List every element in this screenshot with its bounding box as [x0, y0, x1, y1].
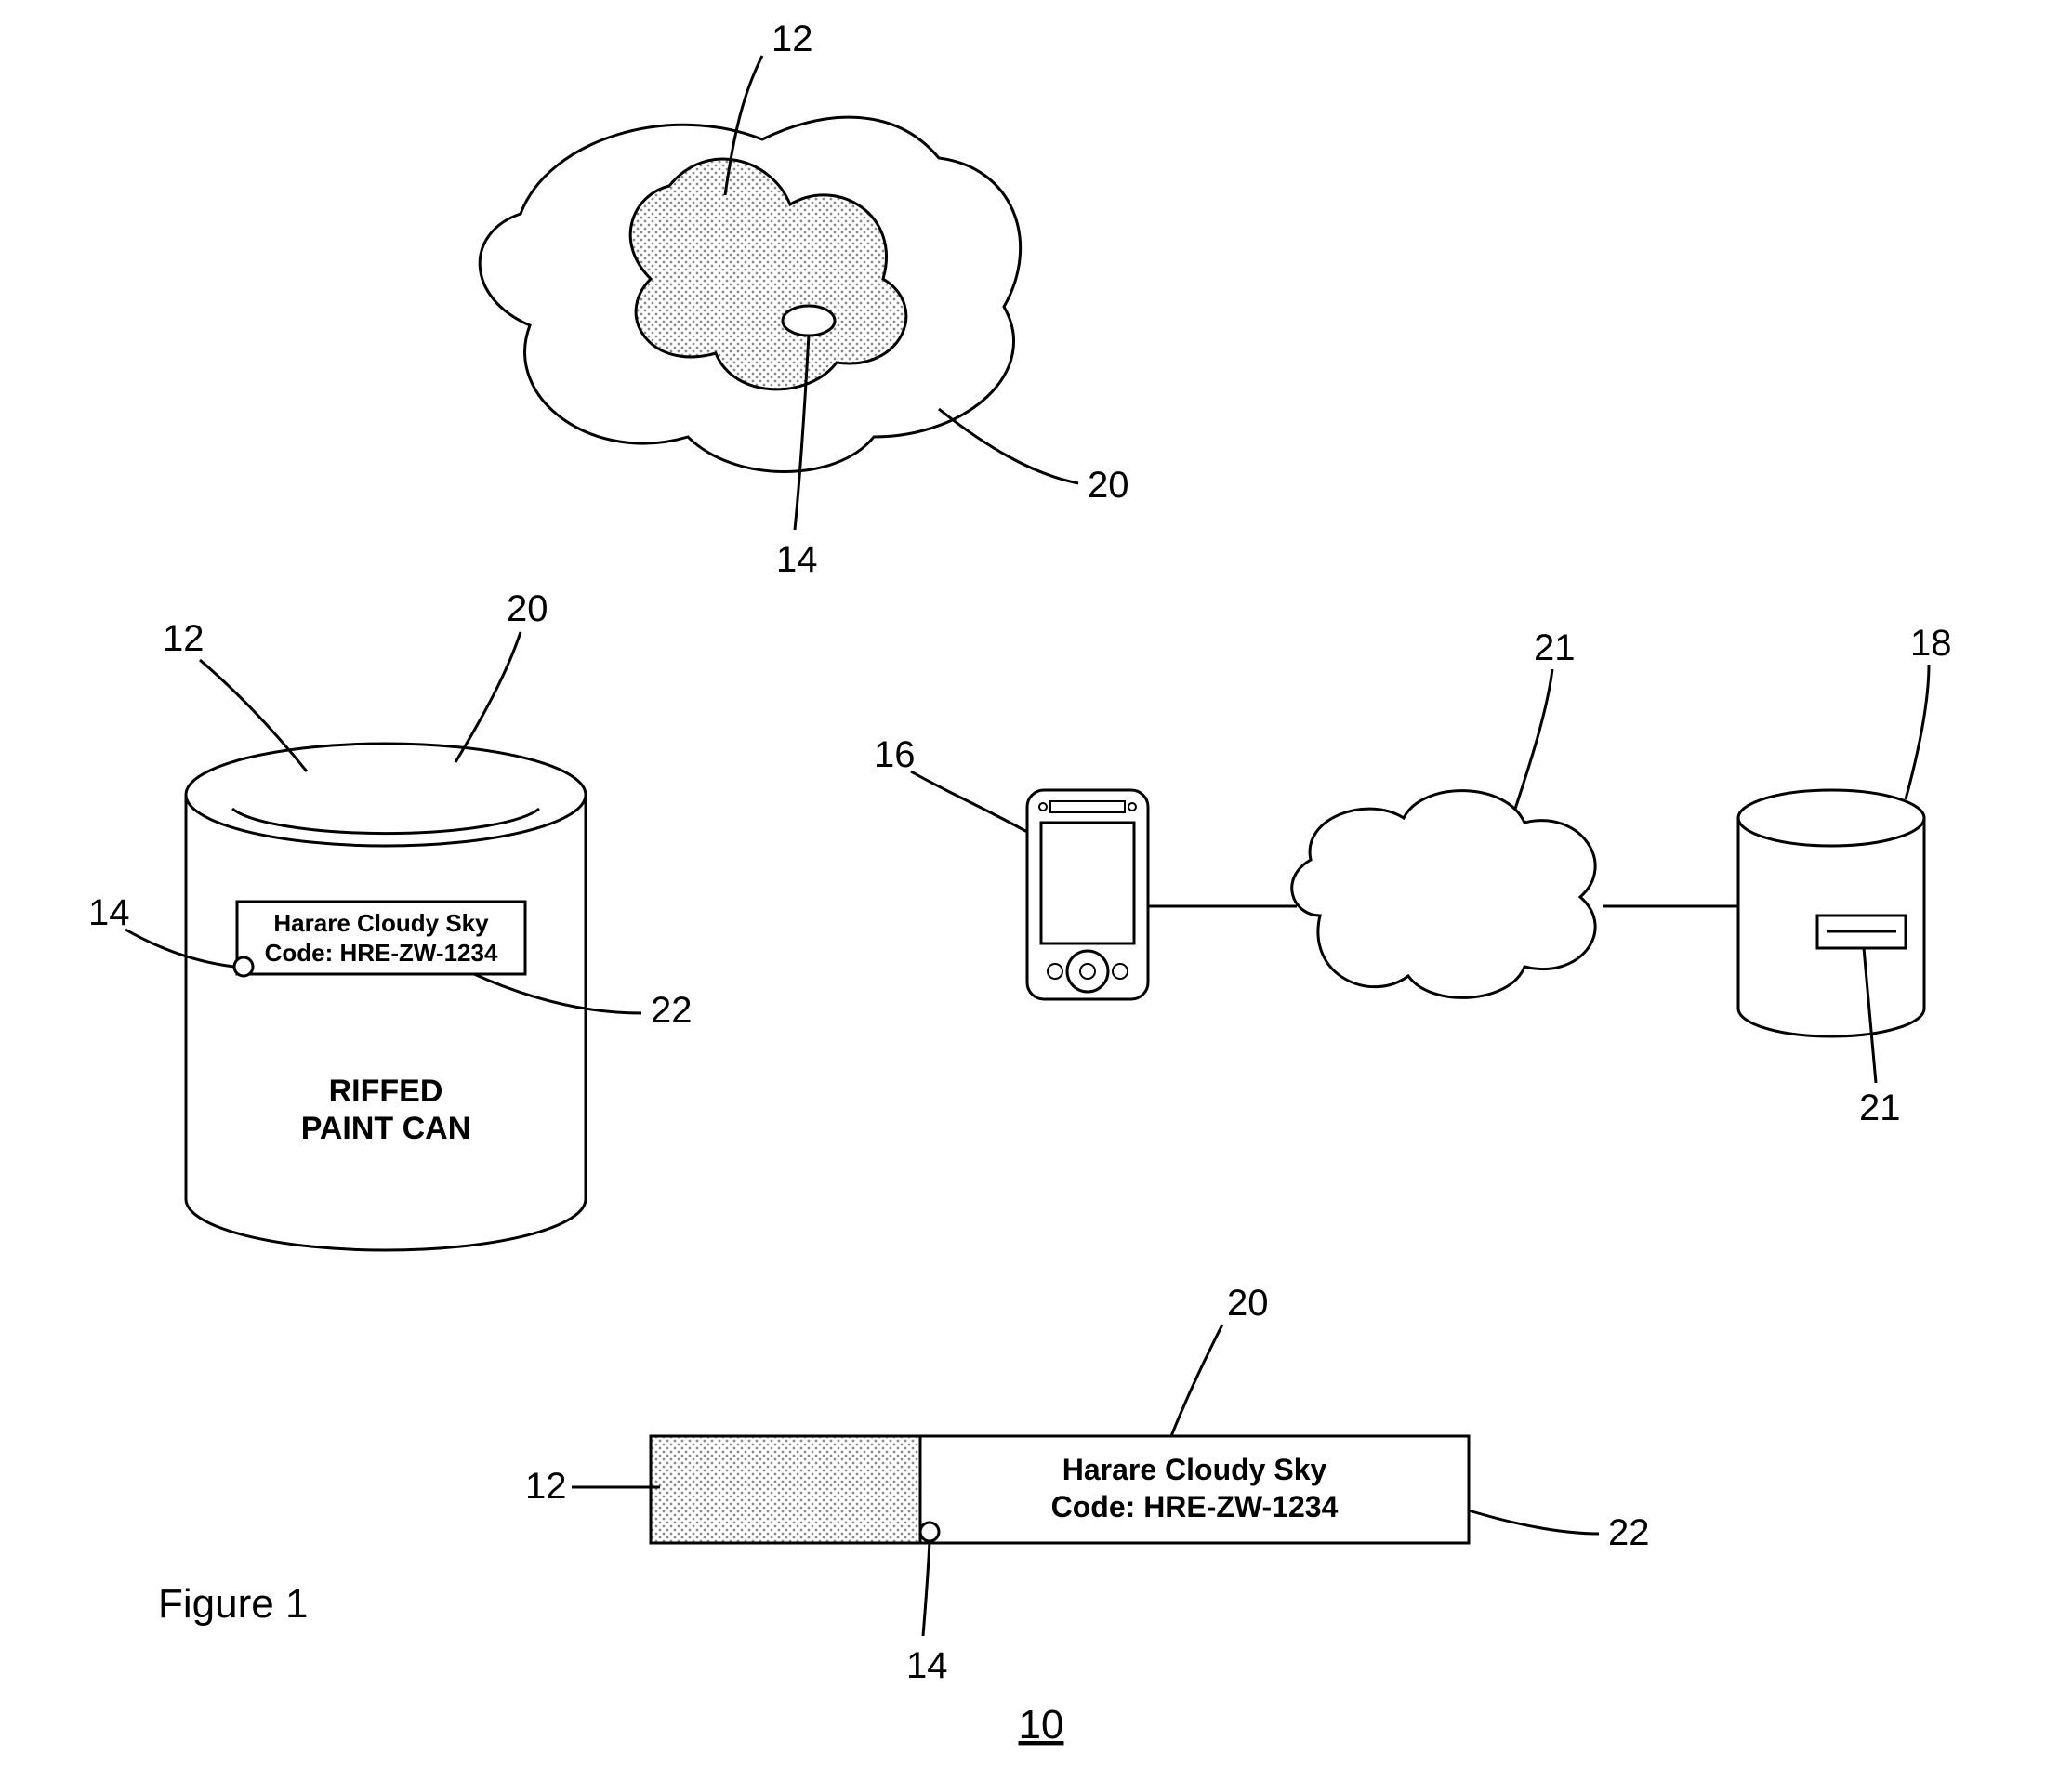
ref-12-strip: 12 [525, 1466, 567, 1507]
ref-14-can: 14 [88, 892, 130, 933]
ref-20-strip: 20 [1227, 1283, 1269, 1324]
ref-18-db: 18 [1910, 623, 1952, 664]
figure-number: 10 [1019, 1702, 1064, 1747]
ref-12-splat: 12 [772, 19, 813, 59]
ref-14-splat: 14 [776, 539, 818, 580]
ref-22-strip: 22 [1608, 1512, 1650, 1553]
network-cloud: 21 [1292, 627, 1595, 997]
pda-device: 16 [874, 734, 1148, 999]
splat-hole [783, 306, 835, 336]
ref-21-db: 21 [1859, 1088, 1901, 1128]
ref-14-strip: 14 [906, 1645, 948, 1686]
can-body-line2: PAINT CAN [301, 1111, 471, 1146]
swatch-chip [651, 1436, 920, 1543]
can-body-line1: RIFFED [329, 1074, 443, 1109]
ref-20-can: 20 [507, 588, 548, 629]
ref-20-splat: 20 [1088, 465, 1129, 506]
paint-can: Harare Cloudy Sky Code: HRE-ZW-1234 RIFF… [88, 588, 693, 1250]
strip-label-line1: Harare Cloudy Sky [1062, 1453, 1327, 1486]
ref-21-cloud: 21 [1534, 627, 1576, 668]
ref-22-can: 22 [651, 990, 693, 1031]
can-label-line1: Harare Cloudy Sky [273, 909, 489, 937]
strip-label-line2: Code: HRE-ZW-1234 [1051, 1490, 1339, 1523]
can-label-line2: Code: HRE-ZW-1234 [265, 939, 498, 967]
paint-splat: 12 14 20 [480, 19, 1128, 580]
database-cylinder: 18 21 [1738, 623, 1952, 1128]
swatch-strip: Harare Cloudy Sky Code: HRE-ZW-1234 20 1… [525, 1283, 1650, 1686]
ref-12-can: 12 [163, 618, 205, 659]
ref-16-pda: 16 [874, 734, 916, 775]
figure-label: Figure 1 [158, 1581, 308, 1627]
